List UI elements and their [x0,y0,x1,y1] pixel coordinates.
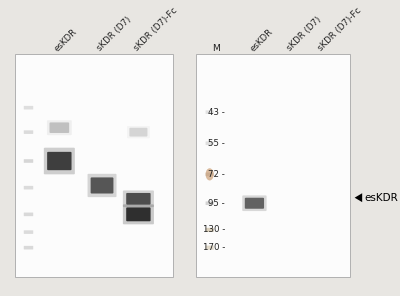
FancyBboxPatch shape [15,54,173,276]
FancyBboxPatch shape [206,246,214,250]
Text: sKDR (D7): sKDR (D7) [96,15,133,53]
Text: 130 -: 130 - [203,225,225,234]
Text: 55 -: 55 - [208,139,225,148]
Text: 170 -: 170 - [203,243,225,252]
FancyBboxPatch shape [206,202,214,205]
Ellipse shape [206,168,214,181]
Text: esKDR: esKDR [53,27,79,53]
FancyBboxPatch shape [47,120,72,135]
Text: esKDR: esKDR [248,27,274,53]
FancyBboxPatch shape [123,190,154,207]
FancyBboxPatch shape [91,177,114,194]
Text: 95 -: 95 - [208,199,225,208]
Text: esKDR: esKDR [364,193,398,203]
FancyBboxPatch shape [24,213,33,216]
Text: M: M [212,44,220,53]
Text: sKDR (D7)-Fc: sKDR (D7)-Fc [316,6,363,53]
Text: sKDR (D7)-Fc: sKDR (D7)-Fc [132,6,179,53]
FancyBboxPatch shape [50,123,69,133]
Polygon shape [355,193,362,202]
Text: 43 -: 43 - [208,108,225,117]
FancyBboxPatch shape [245,198,264,209]
FancyBboxPatch shape [24,130,33,134]
FancyBboxPatch shape [206,110,214,114]
FancyBboxPatch shape [24,159,33,163]
FancyBboxPatch shape [24,246,33,250]
Text: sKDR (D7): sKDR (D7) [285,15,323,53]
FancyBboxPatch shape [24,186,33,189]
FancyBboxPatch shape [242,195,266,211]
FancyBboxPatch shape [196,54,350,276]
FancyBboxPatch shape [126,193,150,205]
Text: 72 -: 72 - [208,170,225,179]
FancyBboxPatch shape [24,106,33,110]
FancyBboxPatch shape [24,230,33,234]
FancyBboxPatch shape [88,174,116,197]
FancyBboxPatch shape [126,207,150,221]
FancyBboxPatch shape [123,204,154,224]
FancyBboxPatch shape [206,228,214,232]
FancyBboxPatch shape [47,152,72,170]
FancyBboxPatch shape [206,141,214,145]
FancyBboxPatch shape [206,173,214,176]
FancyBboxPatch shape [129,128,148,136]
FancyBboxPatch shape [44,148,75,174]
